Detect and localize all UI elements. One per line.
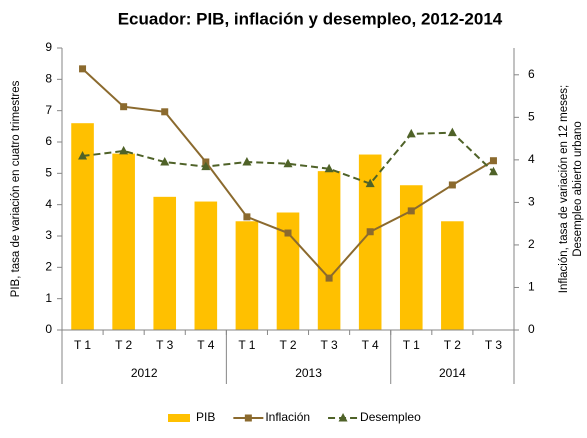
y2-tick-label: 1 <box>528 280 535 294</box>
y2-axis-label: Inflación, tasa de variación en 12 meses… <box>558 85 570 293</box>
line-marker <box>79 65 87 73</box>
line-marker <box>448 181 456 189</box>
line-marker <box>365 178 375 188</box>
line-marker <box>243 213 251 221</box>
legend-marker <box>338 413 348 422</box>
bar <box>441 221 464 330</box>
line-marker <box>366 228 374 236</box>
group-label: 2014 <box>439 366 466 380</box>
x-tick-label: T 3 <box>485 338 502 352</box>
y-tick-label: 1 <box>45 291 52 305</box>
group-label: 2012 <box>131 366 158 380</box>
line-marker <box>283 158 293 168</box>
y2-axis-label: Desempleo abierto urbano <box>572 121 584 257</box>
y2-tick-label: 2 <box>528 237 535 251</box>
chart-title: Ecuador: PIB, inflación y desempleo, 201… <box>118 9 503 28</box>
line-marker <box>447 127 457 137</box>
x-tick-label: T 2 <box>279 338 296 352</box>
bar <box>153 196 177 330</box>
line-marker <box>160 156 170 166</box>
legend-label: PIB <box>196 410 215 424</box>
legend-label: Desempleo <box>360 410 421 424</box>
bar <box>235 221 259 330</box>
line-marker <box>488 166 498 176</box>
x-tick-label: T 1 <box>403 338 420 352</box>
y-axis-label: PIB, tasa de variación en cuatro trimest… <box>10 80 22 297</box>
y2-tick-label: 6 <box>528 67 535 81</box>
line-marker <box>489 157 497 165</box>
line-marker <box>161 108 169 116</box>
line <box>82 131 495 185</box>
line-marker <box>325 274 333 282</box>
legend-label: Inflación <box>265 410 310 424</box>
bar <box>194 201 218 330</box>
y-tick-label: 6 <box>45 134 52 148</box>
line-marker <box>406 128 416 138</box>
x-tick-label: T 3 <box>321 338 338 352</box>
line-marker <box>324 163 334 173</box>
bar <box>112 153 135 330</box>
y-tick-label: 0 <box>45 322 52 336</box>
bar <box>358 154 382 330</box>
y2-tick-label: 0 <box>528 322 535 336</box>
bar <box>276 212 300 330</box>
bar <box>317 171 341 330</box>
bar <box>71 123 94 330</box>
line-marker <box>201 161 211 171</box>
line-marker <box>284 229 292 237</box>
group-label: 2013 <box>295 366 322 380</box>
line-marker <box>242 156 252 166</box>
y-tick-label: 3 <box>45 228 52 242</box>
line-marker <box>120 103 128 111</box>
x-tick-label: T 4 <box>362 338 379 352</box>
y-tick-label: 9 <box>45 40 52 54</box>
y2-tick-label: 4 <box>528 152 535 166</box>
y-tick-label: 4 <box>45 197 52 211</box>
legend-swatch <box>168 414 190 422</box>
x-tick-label: T 1 <box>238 338 255 352</box>
y-tick-label: 5 <box>45 166 52 180</box>
x-tick-label: T 1 <box>74 338 91 352</box>
x-tick-label: T 4 <box>197 338 214 352</box>
y-tick-label: 2 <box>45 260 52 274</box>
y-tick-label: 8 <box>45 72 52 86</box>
line-marker <box>407 207 415 215</box>
y2-tick-label: 5 <box>528 110 535 124</box>
line-marker <box>78 151 88 160</box>
y2-tick-label: 3 <box>528 195 535 209</box>
x-tick-label: T 3 <box>156 338 173 352</box>
x-tick-label: T 2 <box>115 338 132 352</box>
bar <box>399 185 423 330</box>
x-tick-label: T 2 <box>444 338 461 352</box>
legend-marker <box>244 414 252 422</box>
y-tick-label: 7 <box>45 103 52 117</box>
line-marker <box>119 145 129 155</box>
